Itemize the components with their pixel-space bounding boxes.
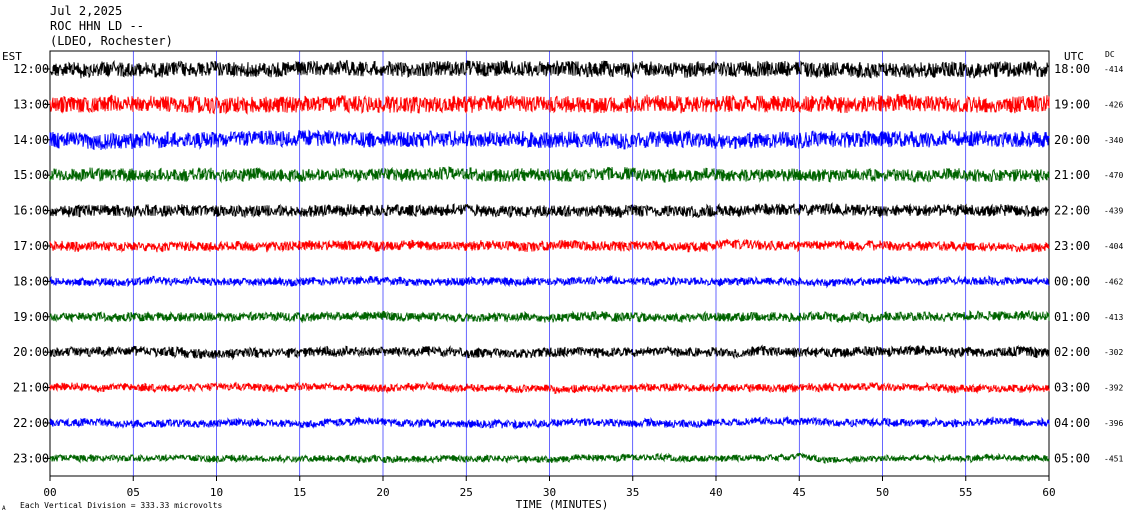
corner-mark: A [2, 505, 6, 512]
utc-time-label: 20:00 [1054, 133, 1090, 147]
x-tick-label: 00 [43, 486, 56, 499]
x-tick-label: 35 [626, 486, 639, 499]
dc-header-label: DC [1105, 50, 1115, 59]
utc-time-label: 04:00 [1054, 416, 1090, 430]
utc-time-label: 22:00 [1054, 204, 1090, 218]
local-time-label: 16:00 [13, 204, 49, 218]
utc-time-label: 19:00 [1054, 97, 1090, 111]
row-labels: 12:00 18:00 -414 13:00 19:00 -426 14:00 20:00 -3… [13, 62, 1123, 465]
dc-offset-label: -392 [1104, 384, 1123, 393]
local-time-label: 19:00 [13, 310, 49, 324]
header-station: ROC HHN LD -- [50, 19, 144, 33]
utc-time-label: 23:00 [1054, 239, 1090, 253]
x-tick-label: 20 [376, 486, 389, 499]
dc-offset-label: -451 [1104, 454, 1123, 463]
x-tick-label: 30 [543, 486, 556, 499]
trace-1700 [49, 238, 1050, 253]
x-tick-label: 45 [793, 486, 806, 499]
local-time-label: 23:00 [13, 451, 49, 465]
dc-offset-label: -413 [1104, 313, 1123, 322]
x-tick-label: 25 [460, 486, 473, 499]
trace-2300 [49, 452, 1050, 465]
local-time-label: 22:00 [13, 416, 49, 430]
x-tick-label: 40 [709, 486, 722, 499]
dc-offset-label: -439 [1104, 207, 1123, 216]
local-time-label: 13:00 [13, 97, 49, 111]
x-tick-label: 15 [293, 486, 306, 499]
header-date: Jul 2,2025 [50, 4, 122, 18]
utc-time-label: 18:00 [1054, 62, 1090, 76]
utc-time-label: 00:00 [1054, 274, 1090, 288]
dc-offset-label: -426 [1104, 100, 1123, 109]
dc-offset-label: -414 [1104, 65, 1123, 74]
utc-time-label: 01:00 [1054, 310, 1090, 324]
dc-offset-label: -396 [1104, 419, 1123, 428]
trace-2200 [49, 415, 1050, 430]
vertical-gridlines [132, 51, 967, 476]
trace-1600 [49, 202, 1050, 219]
local-time-label: 15:00 [13, 168, 49, 182]
trace-1400 [49, 129, 1050, 151]
utc-time-label: 05:00 [1054, 451, 1090, 465]
utc-time-label: 02:00 [1054, 345, 1090, 359]
x-axis-label: TIME (MINUTES) [516, 498, 609, 511]
local-time-label: 14:00 [13, 133, 49, 147]
scale-note: Each Vertical Division = 333.33 microvol… [20, 501, 222, 510]
utc-time-label: 21:00 [1054, 168, 1090, 182]
dc-offset-label: -404 [1104, 242, 1123, 251]
trace-1900 [49, 310, 1050, 324]
local-time-label: 17:00 [13, 239, 49, 253]
x-tick-label: 50 [876, 486, 889, 499]
left-timezone-label: EST [2, 50, 22, 63]
x-tick-label: 05 [127, 486, 140, 499]
trace-1300 [49, 93, 1050, 115]
trace-2000 [49, 344, 1050, 361]
dc-offset-label: -470 [1104, 171, 1123, 180]
header-network: (LDEO, Rochester) [50, 34, 173, 48]
trace-1800 [49, 274, 1050, 289]
utc-time-label: 03:00 [1054, 381, 1090, 395]
x-tick-label: 60 [1042, 486, 1055, 499]
trace-1200 [49, 59, 1050, 79]
x-tick-label: 55 [959, 486, 972, 499]
right-timezone-label: UTC [1064, 50, 1084, 63]
local-time-label: 18:00 [13, 274, 49, 288]
local-time-label: 12:00 [13, 62, 49, 76]
dc-offset-label: -462 [1104, 277, 1123, 286]
dc-offset-label: -302 [1104, 348, 1123, 357]
local-time-label: 21:00 [13, 381, 49, 395]
trace-1500 [49, 166, 1050, 184]
local-time-label: 20:00 [13, 345, 49, 359]
trace-2100 [49, 381, 1050, 395]
traces [49, 59, 1050, 465]
x-axis-ticks: 00 05 10 15 20 25 30 35 40 45 50 55 60 [43, 476, 1056, 499]
x-tick-label: 10 [210, 486, 223, 499]
dc-offset-label: -340 [1104, 136, 1123, 145]
